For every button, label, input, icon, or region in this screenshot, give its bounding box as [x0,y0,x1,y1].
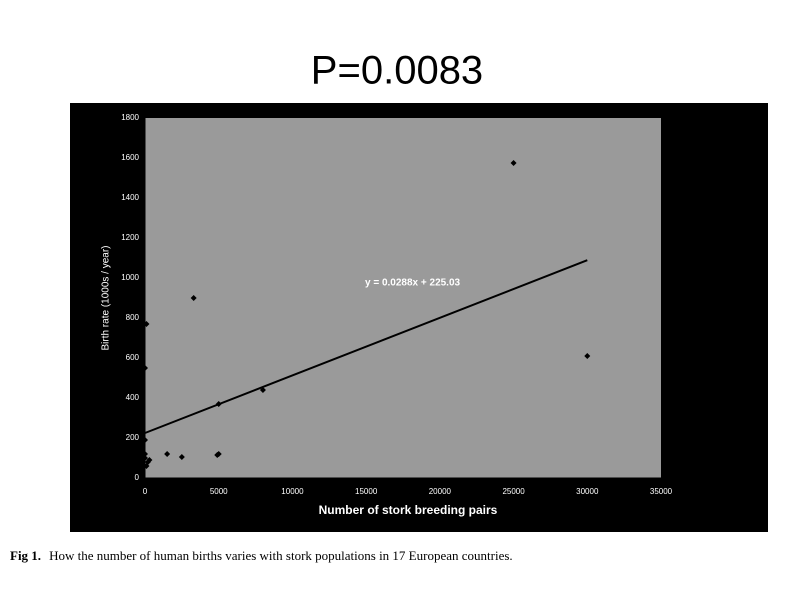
data-point [178,454,185,460]
x-tick-label: 15000 [355,487,378,496]
x-tick-label: 25000 [502,487,525,496]
x-tick-label: 5000 [210,487,228,496]
data-point [143,321,150,327]
y-tick-label: 1200 [121,233,139,242]
data-point [144,459,151,465]
x-tick-label: 20000 [429,487,452,496]
data-point [510,160,517,166]
y-axis-label: Birth rate (1000s / year) [101,245,112,350]
y-tick-label: 0 [135,473,140,482]
caption: Fig 1. How the number of human births var… [10,548,513,563]
x-tick-label: 30000 [576,487,599,496]
data-point [142,451,148,457]
x-tick-label: 0 [143,487,148,496]
x-tick-label: 35000 [650,487,673,496]
data-point [215,401,222,407]
y-tick-label: 800 [126,313,140,322]
x-tick-label: 10000 [281,487,304,496]
data-point [259,387,266,393]
y-tick-label: 200 [126,433,140,442]
data-point [142,365,148,371]
data-point [142,455,148,461]
y-tick-label: 1000 [121,273,139,282]
data-point [190,295,197,301]
data-point [164,451,171,457]
caption-text: How the number of human births varies wi… [49,548,513,563]
data-point [214,452,221,458]
y-tick-label: 400 [126,393,140,402]
data-point [142,437,148,443]
y-tick-label: 600 [126,353,140,362]
y-tick-label: 1400 [121,193,139,202]
x-axis-label: Number of stork breeding pairs [319,503,498,517]
chart-title: P=0.0083 [311,49,483,93]
data-point [584,353,591,359]
plot-area [145,118,661,478]
caption-label: Fig 1. [10,548,41,563]
trendline-equation: y = 0.0288x + 225.03 [365,278,461,289]
y-tick-label: 1800 [121,113,139,122]
y-tick-label: 1600 [121,153,139,162]
